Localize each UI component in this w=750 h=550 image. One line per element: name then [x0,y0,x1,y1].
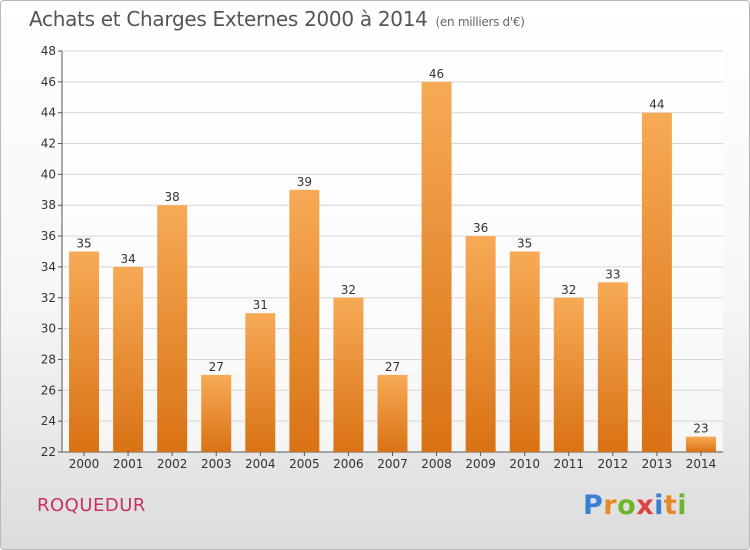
y-tick-label: 26 [41,383,56,397]
bar [289,189,320,453]
y-tick-label: 28 [41,352,56,366]
title-text: Achats et Charges Externes 2000 à 2014 [29,7,428,31]
data-label: 31 [253,298,268,312]
bar [377,374,408,452]
bar [553,297,584,452]
bar [245,313,276,452]
chart-title: Achats et Charges Externes 2000 à 2014 (e… [29,7,525,31]
data-label: 35 [517,237,532,251]
y-tick-label: 34 [41,260,56,274]
x-tick-label: 2014 [686,457,717,471]
data-label: 27 [385,360,400,374]
y-tick-label: 36 [41,229,56,243]
x-tick-label: 2013 [642,457,673,471]
data-label: 23 [693,422,708,436]
data-label: 33 [605,267,620,281]
y-tick-label: 40 [41,167,56,181]
bar [465,236,496,452]
data-label: 34 [120,252,135,266]
x-tick-label: 2002 [157,457,188,471]
y-tick-label: 46 [41,75,56,89]
data-label: 35 [76,237,91,251]
y-tick-label: 38 [41,198,56,212]
bar [333,297,364,452]
y-tick-label: 42 [41,137,56,151]
data-label: 36 [473,221,488,235]
logo-letter: P [583,490,604,521]
bar [509,251,540,452]
bar [421,81,452,452]
data-label: 32 [341,283,356,297]
x-tick-label: 2009 [465,457,496,471]
data-label: 38 [165,190,180,204]
bar [69,251,100,452]
x-tick-label: 2008 [421,457,452,471]
logo-letter: r [603,490,618,521]
bar [641,112,672,452]
data-label: 32 [561,283,576,297]
bar [201,374,232,452]
x-tick-label: 2006 [333,457,364,471]
y-tick-label: 22 [41,445,56,459]
bar [113,266,144,452]
logo-letter: i [654,490,664,521]
x-tick-label: 2005 [289,457,320,471]
data-label: 39 [297,175,312,189]
y-tick-label: 24 [41,414,56,428]
y-tick-label: 30 [41,322,56,336]
x-tick-label: 2001 [113,457,144,471]
location-label: ROQUEDUR [37,495,146,516]
data-label: 44 [649,98,664,112]
logo-letter: o [617,490,637,521]
x-tick-label: 2003 [201,457,232,471]
x-tick-label: 2011 [553,457,584,471]
y-tick-label: 48 [41,44,56,58]
x-tick-label: 2004 [245,457,276,471]
logo-letter: i [677,490,688,521]
data-label: 27 [209,360,224,374]
proxiti-logo: Proxiti [583,490,687,521]
x-tick-label: 2007 [377,457,408,471]
x-tick-label: 2012 [598,457,629,471]
bar [597,282,628,452]
y-tick-label: 44 [41,106,56,120]
data-label: 46 [429,67,444,81]
logo-letter: x [636,490,655,521]
y-tick-label: 32 [41,291,56,305]
bar [685,436,716,452]
x-tick-label: 2010 [509,457,540,471]
chart-subtitle: (en milliers d'€) [435,15,525,29]
bar [157,205,188,452]
logo-letter: t [663,490,678,521]
x-tick-label: 2000 [69,457,100,471]
